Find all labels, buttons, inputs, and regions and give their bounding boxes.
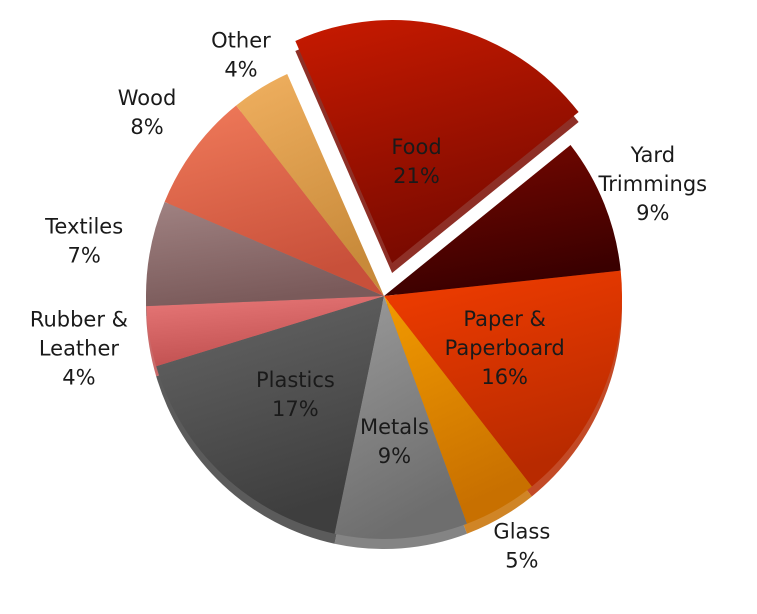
slice-name: Food xyxy=(391,135,441,159)
slice-label: Rubber & Leather 4% xyxy=(30,308,128,390)
slice-name: Yard xyxy=(630,143,675,167)
slice-value: 4% xyxy=(62,366,95,390)
slice-value: 7% xyxy=(68,243,101,267)
slice-name: Metals xyxy=(360,415,429,439)
slice-label: Textiles 7% xyxy=(44,214,123,267)
pie-slice xyxy=(384,296,532,524)
slice-value: 21% xyxy=(393,164,440,188)
pie-slice xyxy=(384,145,621,296)
pie-slice xyxy=(236,74,384,296)
slice-label: Paper & Paperboard 16% xyxy=(445,307,565,389)
slice-name: Paper & xyxy=(463,307,546,331)
slice-value: 9% xyxy=(378,444,411,468)
slice-label: Plastics 17% xyxy=(256,368,335,421)
pie-slice xyxy=(164,105,384,296)
slice-value: 8% xyxy=(130,115,163,139)
slice-label: Metals 9% xyxy=(360,415,429,468)
slice-name: Trimmings xyxy=(598,172,708,196)
slice-label: Wood 8% xyxy=(118,86,177,139)
slice-name: Textiles xyxy=(44,214,123,238)
slice-value: 4% xyxy=(224,57,257,81)
slice-label: Food 21% xyxy=(391,135,441,188)
pie-slice xyxy=(156,296,384,534)
slice-name: Rubber & xyxy=(30,308,128,332)
slice-value: 17% xyxy=(272,397,319,421)
slice-name: Wood xyxy=(118,86,177,110)
slice-value: 9% xyxy=(636,201,669,225)
slice-value: 5% xyxy=(505,548,538,572)
pie-slices xyxy=(146,19,622,539)
pie-slice xyxy=(334,296,467,539)
slice-name: Plastics xyxy=(256,368,335,392)
slice-name: Paperboard xyxy=(445,336,565,360)
slice-name: Glass xyxy=(493,519,550,543)
slice-label: Glass 5% xyxy=(493,519,550,572)
slice-name: Leather xyxy=(39,337,120,361)
pie-labels: Food 21% Yard Trimmings 9% Paper & Paperboard 1… xyxy=(30,28,707,572)
slice-label: Yard Trimmings 9% xyxy=(598,143,708,225)
pie-slice xyxy=(146,201,384,307)
slice-label: Other 4% xyxy=(211,28,271,81)
pie-slice xyxy=(384,270,622,487)
slice-name: Other xyxy=(211,28,271,52)
slice-value: 16% xyxy=(481,365,528,389)
pie-slice xyxy=(295,19,579,263)
pie-slice xyxy=(146,296,384,367)
